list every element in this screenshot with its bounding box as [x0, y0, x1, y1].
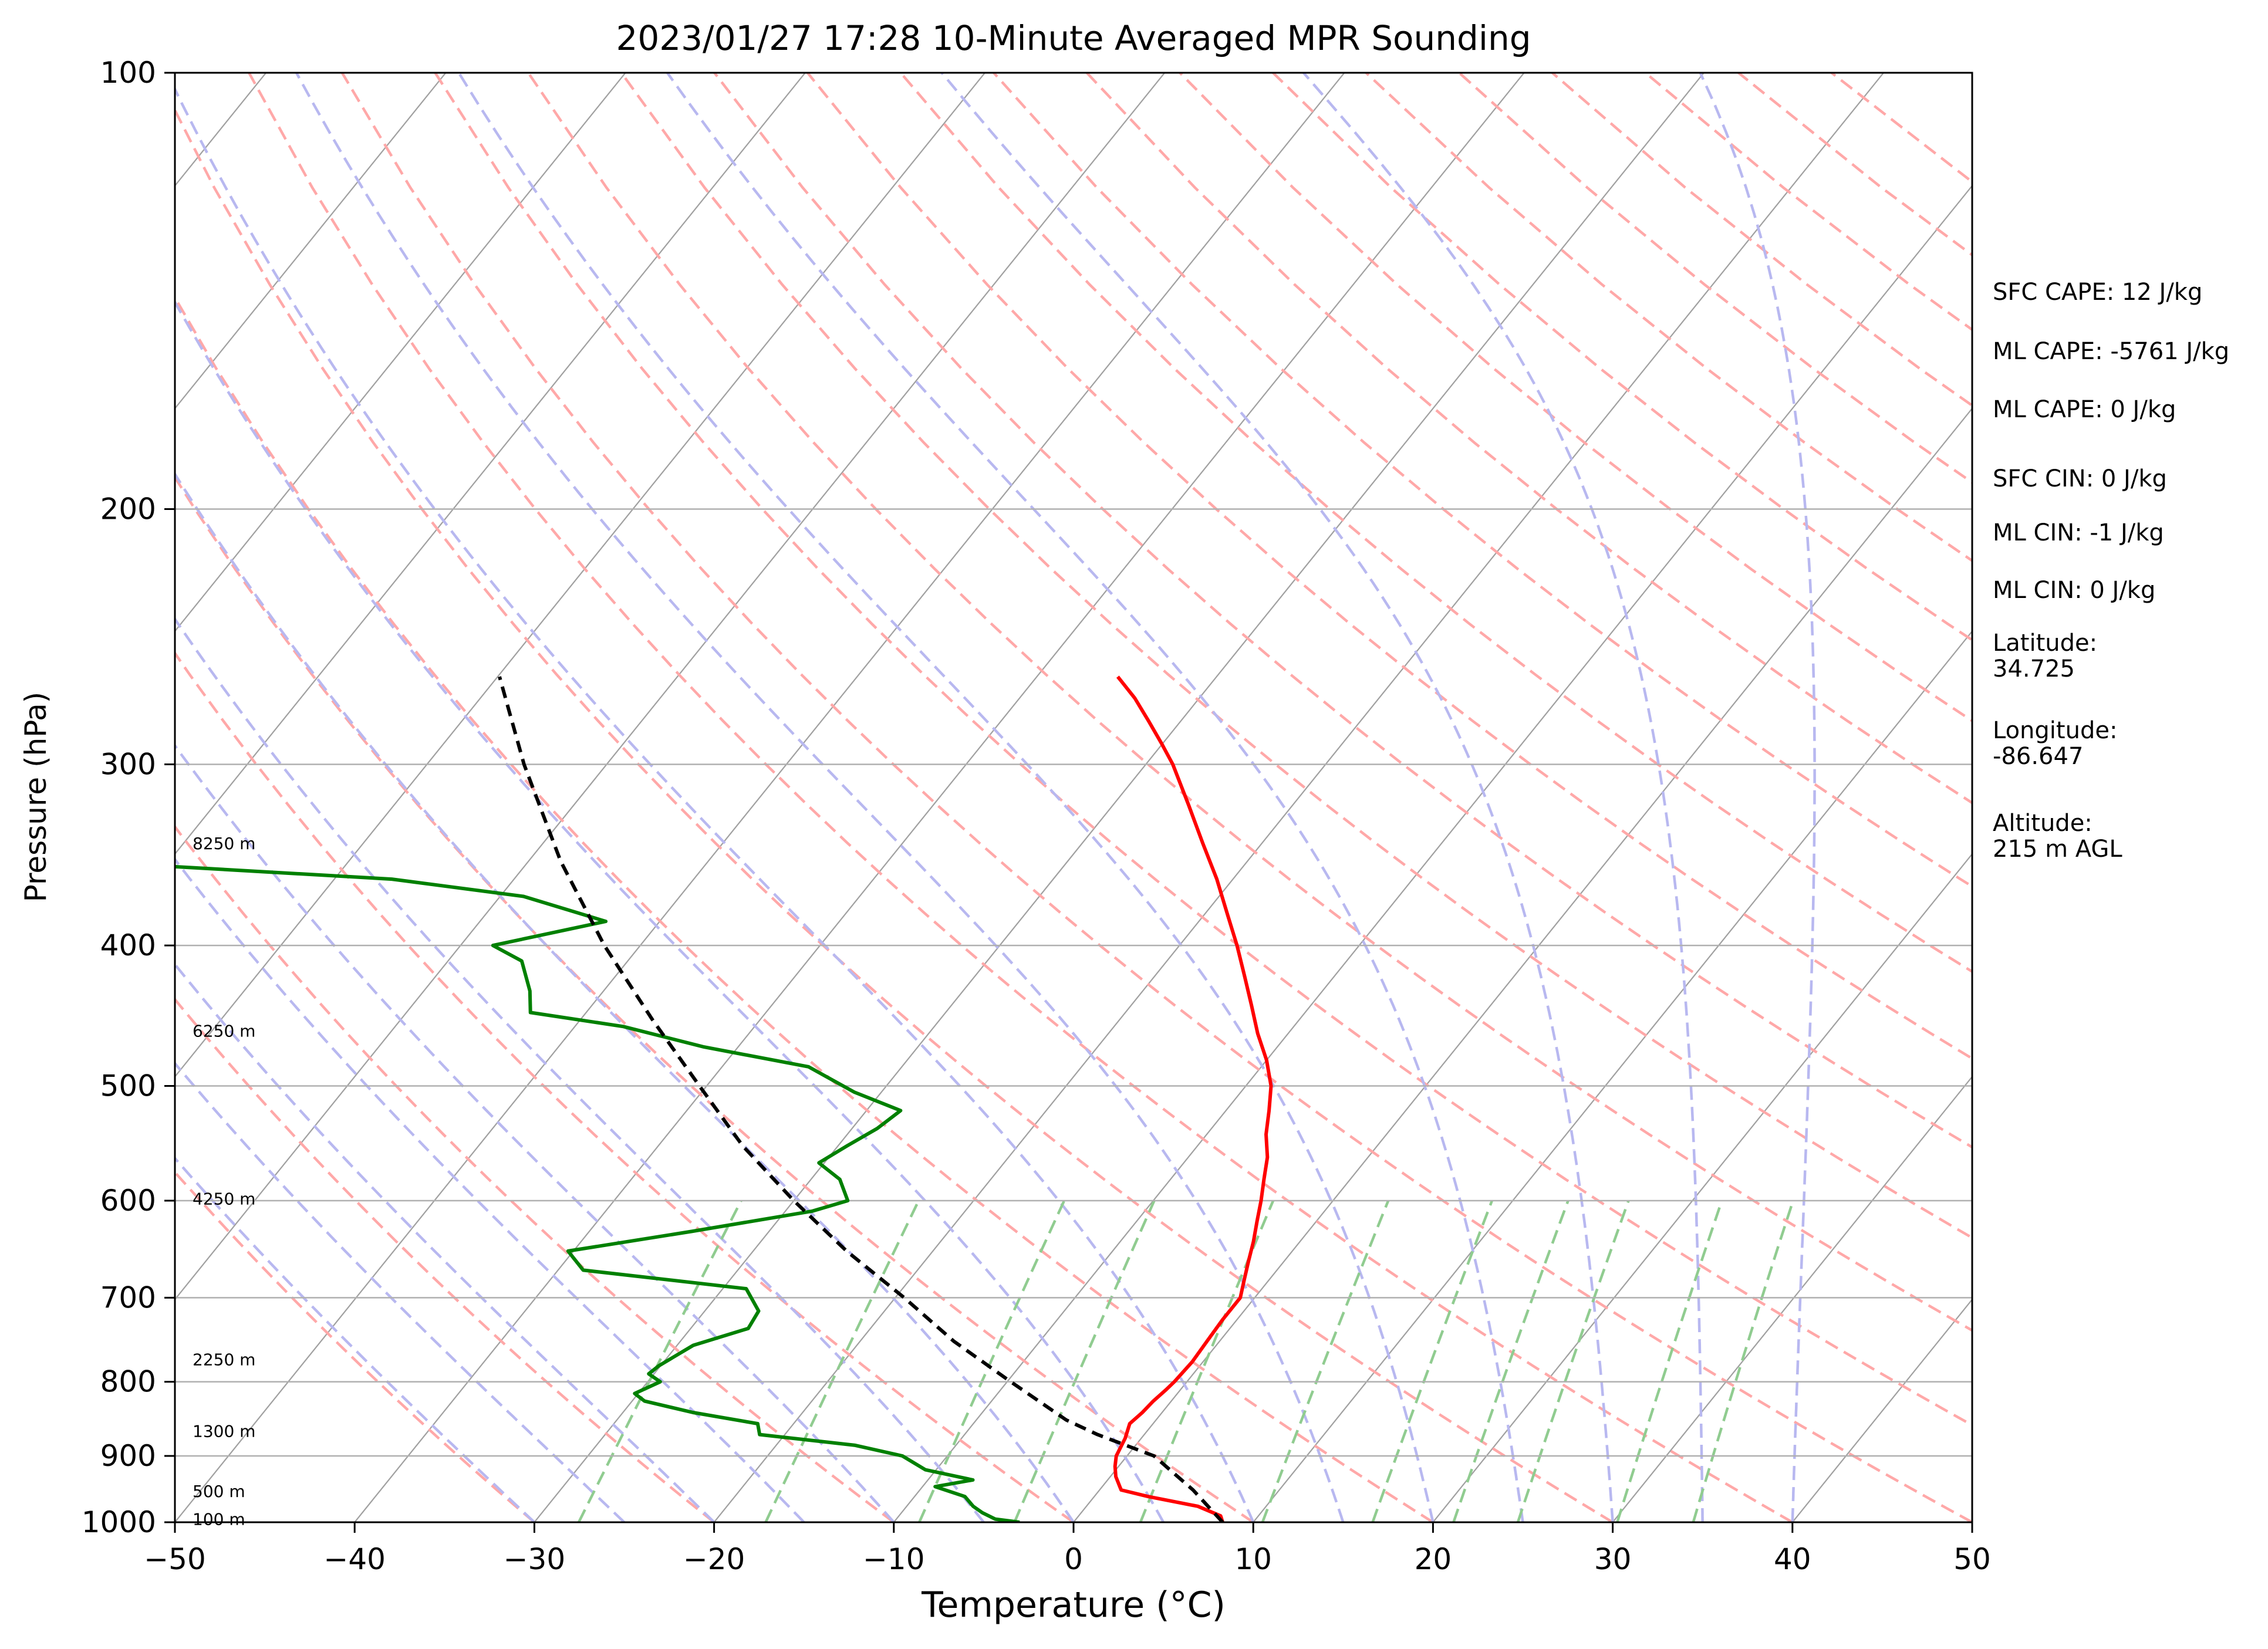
isotherm-line	[175, 73, 1166, 1301]
moist-adiabat	[175, 299, 1165, 1522]
height-label: 8250 m	[193, 834, 255, 853]
y-tick-label: 400	[100, 928, 156, 962]
height-label: 500 m	[193, 1482, 245, 1501]
dry-adiabat	[248, 73, 1793, 1522]
chart-title: 2023/01/27 17:28 10-Minute Averaged MPR …	[616, 18, 1531, 58]
dry-adiabat	[620, 73, 1972, 1239]
y-tick-label: 500	[100, 1069, 156, 1103]
moist-adiabat	[175, 1061, 626, 1522]
dry-adiabat	[175, 475, 1254, 1522]
dewpoint-trace	[175, 864, 1020, 1522]
x-tick-label: −30	[504, 1542, 566, 1576]
height-label: 2250 m	[193, 1350, 255, 1369]
height-label: 6250 m	[193, 1021, 255, 1040]
height-label: 100 m	[193, 1510, 245, 1529]
y-tick-label: 700	[100, 1280, 156, 1315]
x-tick-label: 0	[1064, 1542, 1083, 1576]
sounding-index-text: SFC CAPE: 12 J/kg	[1993, 279, 2203, 306]
sounding-index-text: ML CAPE: 0 J/kg	[1993, 396, 2176, 423]
y-tick-label: 300	[100, 747, 156, 781]
x-tick-label: 40	[1774, 1542, 1811, 1576]
isotherm-line	[893, 184, 1972, 1522]
moist-adiabat	[175, 857, 805, 1522]
x-tick-label: 20	[1415, 1542, 1452, 1576]
isotherm-line	[175, 73, 806, 855]
y-tick-label: 100	[100, 56, 156, 90]
isotherm-line	[175, 73, 447, 410]
isotherm-line	[713, 73, 1885, 1522]
moist-adiabat	[175, 962, 716, 1522]
y-tick-label: 200	[100, 492, 156, 526]
dry-adiabat	[175, 824, 895, 1522]
y-tick-label: 800	[100, 1365, 156, 1399]
moist-adiabat	[175, 1156, 535, 1522]
station-info-text: Latitude: 34.725	[1993, 630, 2098, 683]
isotherm-line	[175, 73, 1345, 1522]
axes-ticks: −50 −40 −30 −20 −10 0 10 20 30 40 50 100 200 300 400 50…	[82, 56, 1991, 1576]
parcel-trace	[498, 676, 1224, 1522]
moist-adiabat	[175, 743, 895, 1522]
background-lines	[175, 73, 1972, 1522]
sounding-index-text: SFC CIN: 0 J/kg	[1993, 465, 2167, 493]
dry-adiabat	[175, 997, 716, 1522]
moist-adiabat	[175, 617, 985, 1522]
station-info-text: Longitude: -86.647	[1993, 717, 2118, 771]
dry-adiabat	[527, 73, 1972, 1332]
x-tick-label: 30	[1594, 1542, 1632, 1576]
y-tick-label: 900	[100, 1439, 156, 1473]
dry-adiabat	[175, 295, 1434, 1522]
dry-adiabat	[175, 1170, 535, 1522]
dry-adiabat	[434, 73, 1972, 1427]
x-tick-label: −40	[323, 1542, 386, 1576]
x-tick-label: −50	[144, 1542, 206, 1576]
dry-adiabat	[713, 73, 1972, 1149]
sounding-index-text: ML CIN: -1 J/kg	[1993, 519, 2164, 546]
dry-adiabat	[899, 73, 1972, 974]
height-label: 1300 m	[193, 1421, 255, 1441]
dry-adiabat	[340, 73, 1972, 1522]
isotherm-line	[1432, 853, 1972, 1522]
sounding-traces	[175, 675, 1273, 1522]
x-tick-label: 50	[1953, 1542, 1991, 1576]
y-tick-label: 600	[100, 1184, 156, 1218]
isotherm-line	[533, 73, 1705, 1522]
x-axis-label: Temperature (°C)	[921, 1584, 1226, 1626]
height-label: 4250 m	[193, 1189, 255, 1208]
temperature-trace	[1113, 675, 1273, 1522]
dry-adiabat	[1085, 73, 1972, 805]
x-tick-label: −20	[683, 1542, 745, 1576]
height-labels: 100 m 500 m 1300 m 2250 m 4250 m 6250 m 8250 m	[193, 834, 255, 1529]
mixing-ratio-line	[1692, 1200, 1795, 1522]
moist-adiabat	[666, 73, 1524, 1522]
x-tick-label: −10	[863, 1542, 925, 1576]
moist-adiabat	[295, 73, 1345, 1522]
sounding-index-text: ML CIN: 0 J/kg	[1993, 577, 2156, 604]
moist-adiabat	[1699, 73, 1816, 1522]
isotherm-line	[1791, 1298, 1972, 1522]
station-info-text: Altitude: 215 m AGL	[1993, 809, 2122, 863]
isotherm-line	[1612, 1076, 1972, 1522]
mixing-ratio-line	[1616, 1200, 1723, 1522]
sounding-index-text: ML CAPE: -5761 J/kg	[1993, 338, 2230, 366]
isotherm-line	[175, 73, 986, 1078]
moist-adiabat	[175, 86, 1255, 1522]
isotherm-line	[353, 73, 1526, 1522]
dry-adiabat	[175, 651, 1075, 1522]
dry-adiabat	[175, 107, 1614, 1522]
moist-adiabat	[175, 471, 1075, 1522]
y-axis-label: Pressure (hPa)	[19, 692, 53, 903]
y-tick-label: 1000	[82, 1505, 156, 1539]
isotherm-line	[175, 73, 627, 633]
moist-adiabat	[1302, 73, 1704, 1522]
x-tick-label: 10	[1234, 1542, 1272, 1576]
